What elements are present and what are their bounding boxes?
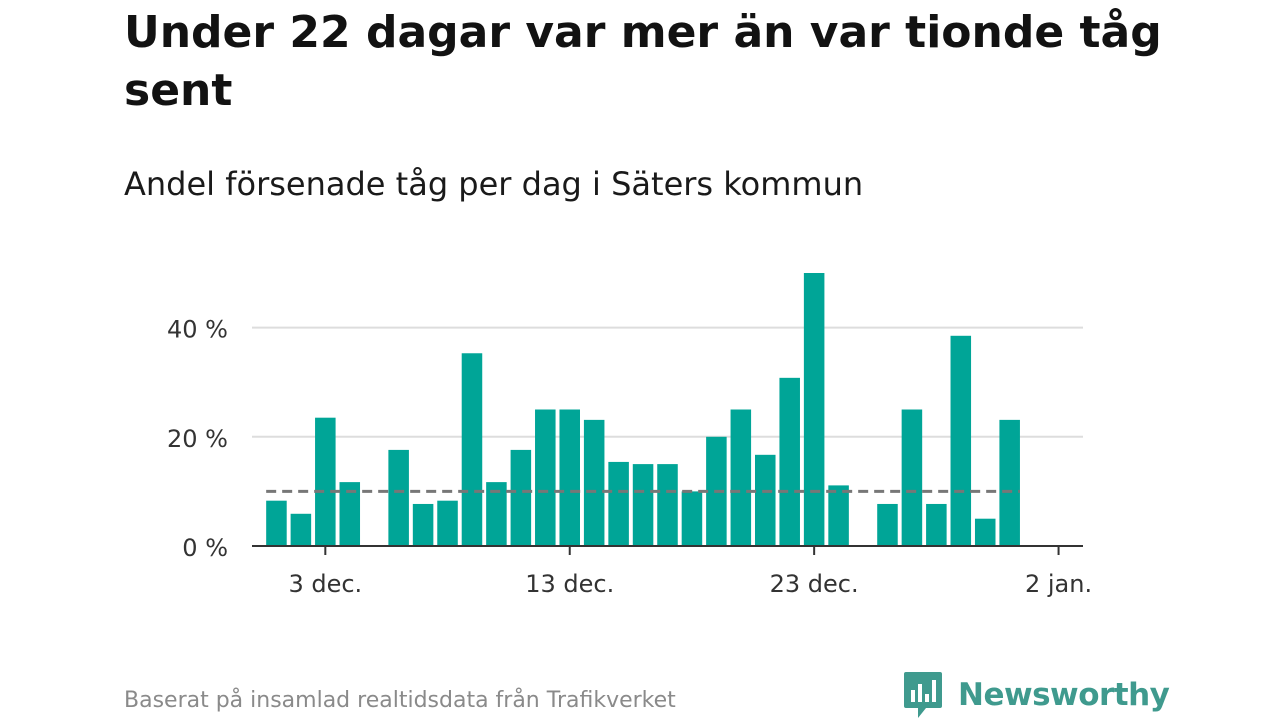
bar (339, 482, 361, 546)
bar (461, 353, 483, 546)
bar (266, 500, 287, 546)
newsworthy-logo-icon (904, 672, 942, 718)
chart-title: Under 22 dagar var mer än var tionde tåg… (124, 7, 1162, 116)
bar (437, 500, 458, 546)
brand-name: Newsworthy (958, 677, 1170, 713)
bar (974, 518, 996, 546)
tick-labels: 0 % 20 % 40 % 3 dec. 13 dec. 23 dec. 2 jan. (167, 316, 1092, 598)
bar (926, 503, 947, 546)
x-tick-label: 13 dec. (525, 570, 614, 598)
y-tick-label: 40 % (167, 316, 228, 344)
y-tick-label: 20 % (167, 425, 228, 453)
bar (559, 409, 581, 546)
x-tick-label: 23 dec. (770, 570, 859, 598)
bars (266, 273, 1020, 546)
bar (754, 454, 776, 546)
bar (779, 377, 800, 546)
bar (290, 513, 312, 546)
bar (583, 419, 605, 546)
bar (950, 335, 972, 546)
chart-subtitle: Andel försenade tåg per dag i Säters kom… (124, 165, 864, 203)
bar (608, 461, 629, 546)
brand-logo: Newsworthy (902, 670, 1170, 720)
bar (803, 273, 825, 546)
x-tick-label: 2 jan. (1025, 570, 1092, 598)
bar (535, 409, 556, 546)
bar (486, 482, 507, 546)
x-tick-label: 3 dec. (288, 570, 362, 598)
bar (657, 464, 678, 546)
gridlines (252, 326, 1083, 438)
axes (252, 545, 1083, 555)
bar (681, 491, 703, 546)
bar (730, 409, 752, 546)
bar (388, 449, 409, 546)
bar (877, 503, 898, 546)
bar (315, 417, 336, 546)
bar (632, 464, 654, 546)
y-tick-label: 0 % (182, 534, 228, 562)
bar (828, 485, 849, 546)
bar (510, 449, 532, 546)
bar (412, 503, 434, 546)
bar (901, 409, 923, 546)
source-note: Baserat på insamlad realtidsdata från Tr… (124, 688, 676, 713)
bar (999, 419, 1020, 546)
